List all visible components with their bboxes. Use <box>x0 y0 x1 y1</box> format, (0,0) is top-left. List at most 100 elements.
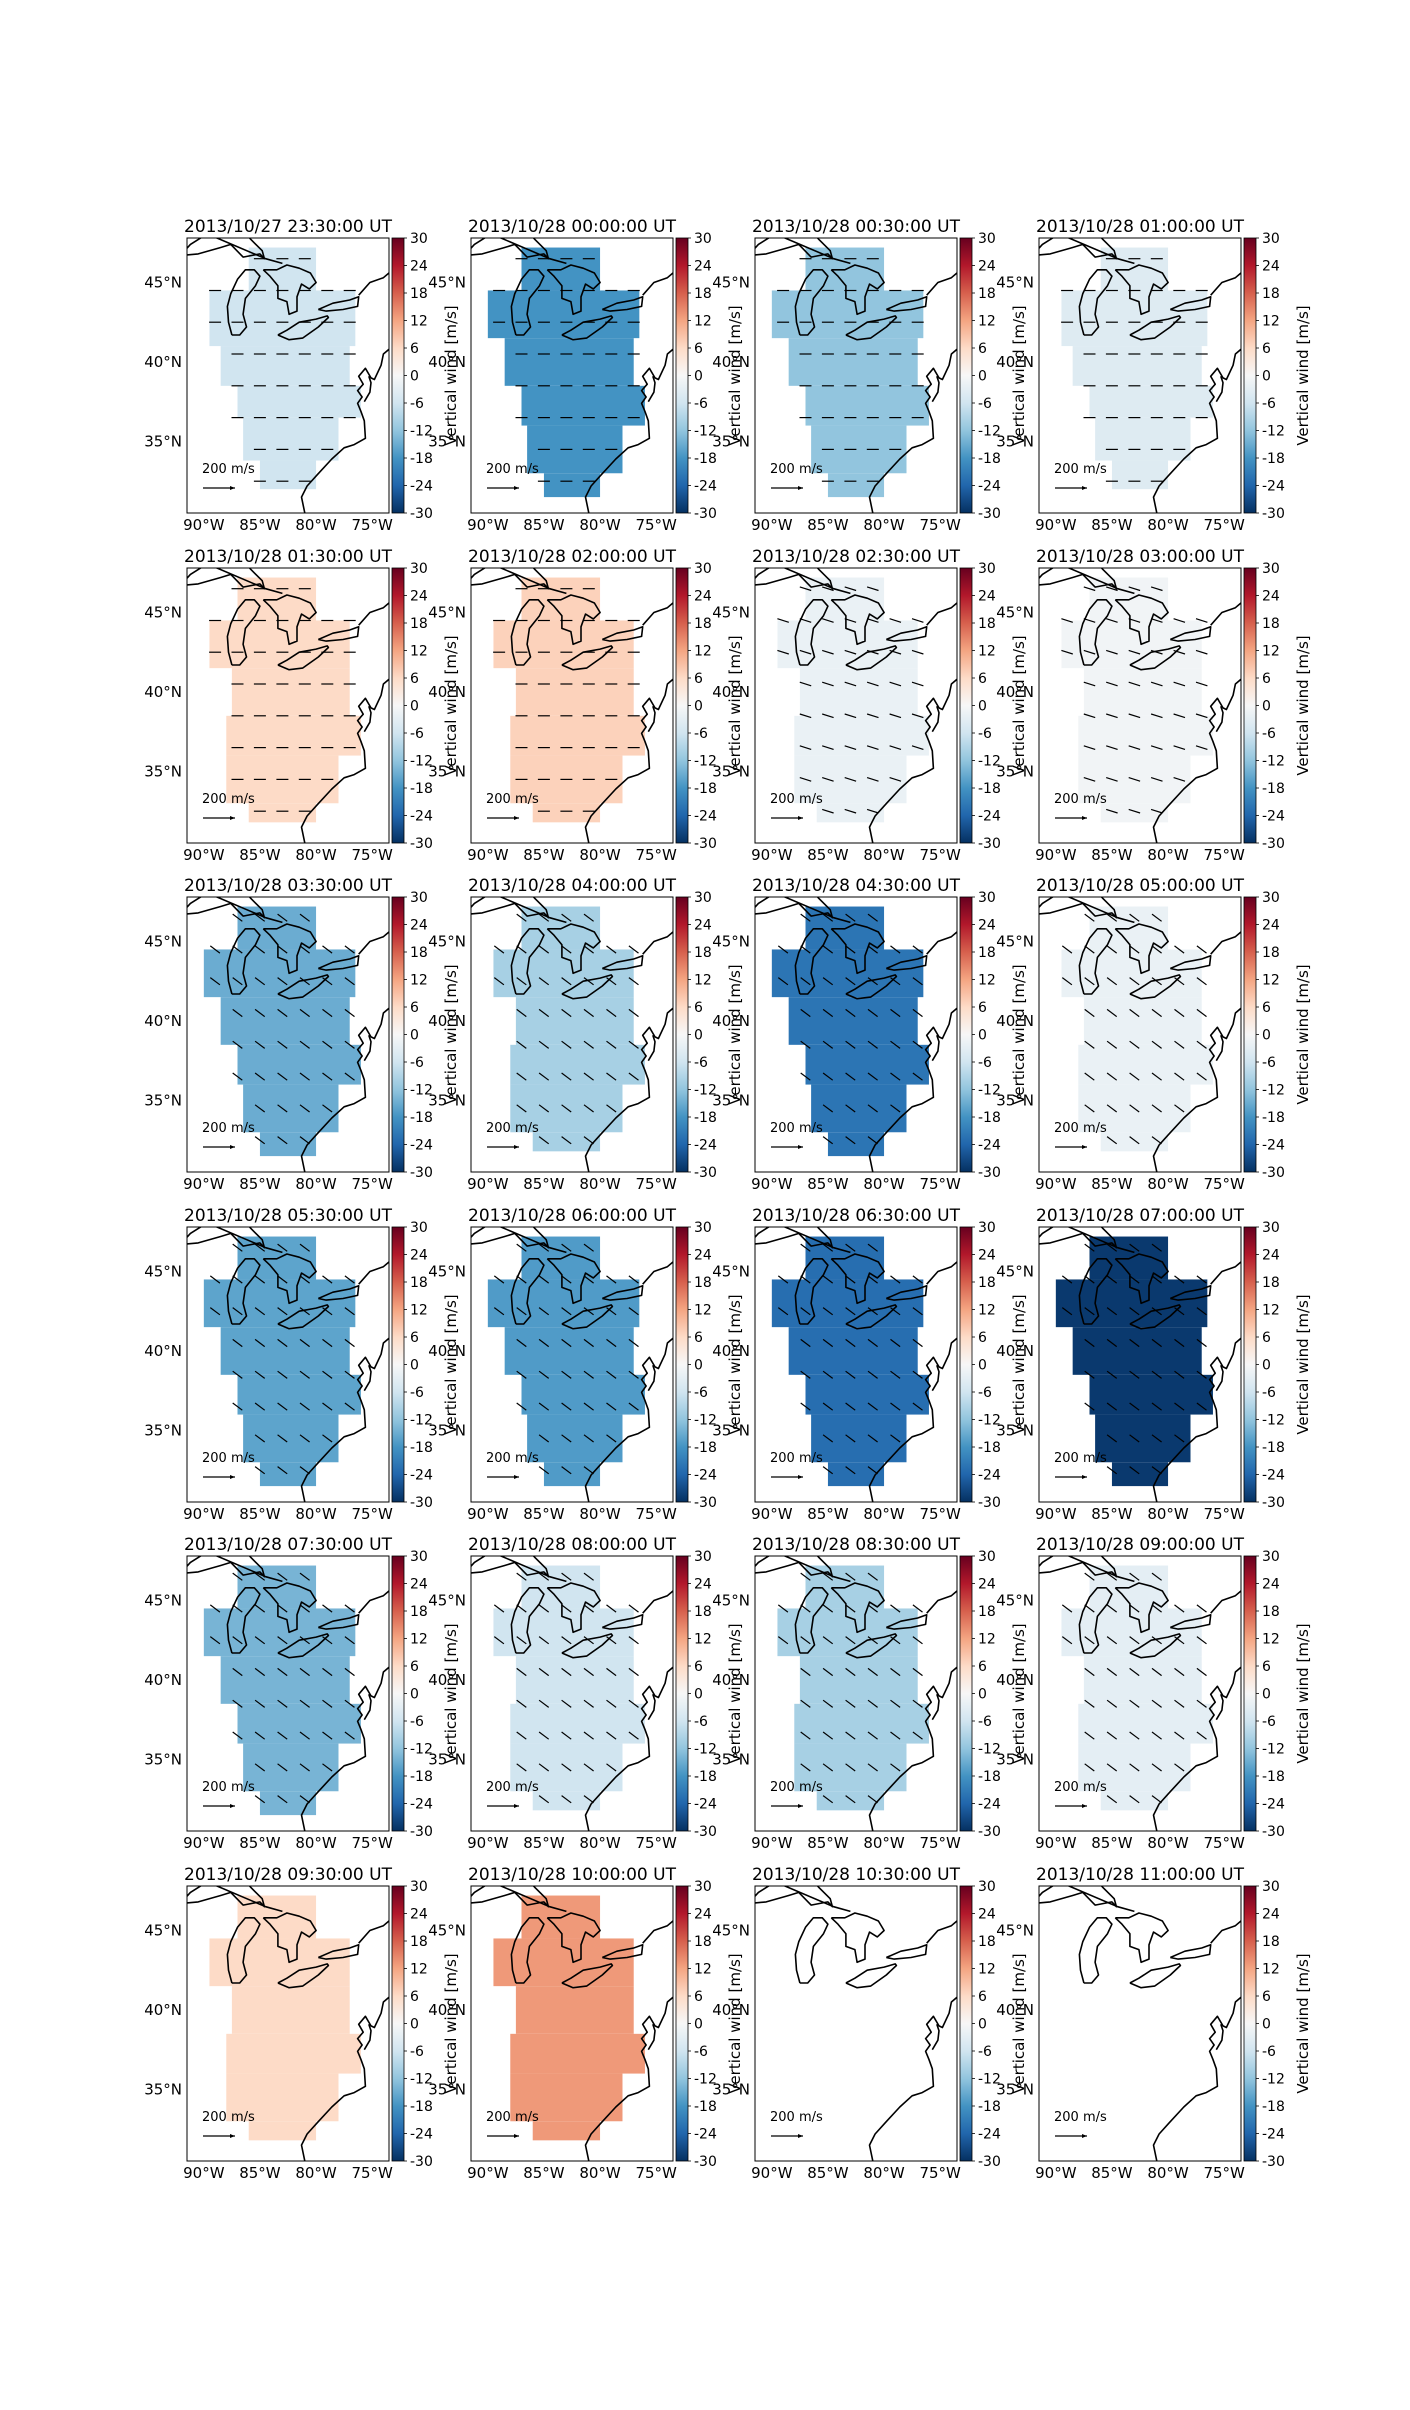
wind-arrow <box>912 1402 923 1411</box>
wind-arrow <box>1106 1667 1118 1677</box>
map-frame <box>470 237 674 514</box>
wind-arrow <box>322 945 333 954</box>
wind-arrow <box>583 1072 594 1081</box>
heatmap-cell <box>203 949 356 998</box>
wind-arrow <box>277 1307 288 1316</box>
map-content <box>1039 1227 1241 1502</box>
wind-arrow <box>254 1338 266 1348</box>
coastline <box>926 601 957 626</box>
longitude-tick-label: 80°W <box>579 2164 621 2182</box>
colorbar-tick-label: 24 <box>978 918 996 934</box>
longitude-tick-label: 85°W <box>239 516 281 534</box>
latitude-tick-label: 40°N <box>712 353 750 371</box>
wind-arrow <box>844 586 857 592</box>
colorbar-tick-label: 18 <box>978 945 996 961</box>
colorbar-tick-label: 0 <box>1262 2017 1271 2033</box>
wind-arrow <box>344 1040 355 1049</box>
heatmap-cell <box>243 417 339 461</box>
wind-arrow <box>912 977 923 986</box>
wind-arrow <box>912 1275 923 1284</box>
longitude-tick-label: 80°W <box>1147 1834 1189 1852</box>
map-content <box>1039 1886 1241 2161</box>
coastline <box>782 238 851 265</box>
coastline <box>363 1694 372 1721</box>
wind-arrow <box>1084 1699 1095 1708</box>
coastline <box>226 269 261 336</box>
wind-arrow <box>277 1636 288 1645</box>
longitude-tick-label: 90°W <box>467 1505 509 1523</box>
wind-arrow <box>844 618 857 623</box>
heatmap-cell <box>543 473 601 498</box>
panel-title: 2013/10/28 07:00:00 UT <box>1036 1206 1245 1226</box>
colorbar-tick-label: 18 <box>410 1275 428 1291</box>
heatmap-cell <box>510 2073 623 2122</box>
wind-arrow <box>867 1731 878 1740</box>
longitude-tick-label: 85°W <box>807 1834 849 1852</box>
wind-arrow <box>1174 1667 1185 1677</box>
wind-arrow <box>1084 1604 1095 1613</box>
heatmap-cell <box>220 1327 350 1375</box>
longitude-tick-label: 80°W <box>579 1175 621 1193</box>
wind-arrow <box>1196 945 1207 954</box>
wind-arrow <box>1061 945 1073 954</box>
wind-arrow <box>322 1731 333 1740</box>
wind-arrow <box>1173 649 1186 655</box>
wind-arrow <box>1174 1338 1185 1348</box>
quiver-key-label: 200 m/s <box>1054 2110 1107 2125</box>
colorbar-tick-label: -30 <box>978 1165 1001 1181</box>
wind-arrow <box>1106 1795 1118 1804</box>
map-frame <box>754 567 958 844</box>
colorbar-tick-label: -6 <box>410 396 424 412</box>
wind-arrow <box>845 1136 856 1145</box>
coastline <box>885 1944 928 1960</box>
latitude-tick-label: 45°N <box>144 604 182 622</box>
colorbar-tick-label: -24 <box>978 1797 1001 1813</box>
latitude-tick-label: 40°N <box>996 353 1034 371</box>
coastline <box>1215 1694 1224 1721</box>
wind-arrow <box>628 1699 639 1708</box>
colorbar-tick-label: -30 <box>978 1495 1001 1511</box>
longitude-tick-label: 85°W <box>239 1175 281 1193</box>
wind-arrow <box>866 586 879 592</box>
wind-arrow <box>1084 1667 1095 1677</box>
longitude-tick-label: 85°W <box>523 1505 565 1523</box>
wind-arrow <box>1106 586 1118 592</box>
wind-arrow <box>1106 1636 1118 1645</box>
wind-arrow <box>538 1667 550 1677</box>
coastline <box>647 1035 656 1062</box>
wind-arrow <box>867 1040 878 1049</box>
coastline <box>546 1253 601 1305</box>
coastline <box>277 1963 330 1989</box>
coastline <box>363 376 372 403</box>
wind-arrow <box>1150 808 1163 814</box>
wind-arrow <box>822 1243 834 1252</box>
wind-arrow <box>1106 1040 1118 1049</box>
wind-arrow <box>800 1338 811 1348</box>
longitude-tick-label: 90°W <box>751 2164 793 2182</box>
wind-arrow <box>845 1275 856 1284</box>
colorbar-tick-label: -12 <box>410 424 433 440</box>
wind-arrow <box>516 1731 527 1740</box>
heatmap-cell <box>487 1279 640 1328</box>
latitude-tick-label: 35°N <box>996 1750 1034 1768</box>
wind-arrow <box>1173 745 1186 750</box>
wind-arrow <box>254 945 266 954</box>
heatmap-cell <box>226 2033 361 2074</box>
coastline <box>1169 296 1212 312</box>
wind-arrow <box>1174 1604 1185 1613</box>
colorbar-tick-label: 0 <box>978 1028 987 1044</box>
coastline <box>1066 1886 1135 1913</box>
wind-arrow <box>1106 649 1118 655</box>
wind-arrow <box>1106 1072 1118 1081</box>
coastline <box>1039 1556 1118 1578</box>
wind-arrow <box>911 713 924 719</box>
wind-arrow <box>254 913 266 922</box>
wind-arrow <box>232 1604 243 1613</box>
wind-arrow <box>277 1731 288 1740</box>
wind-arrow <box>561 913 572 922</box>
wind-arrow <box>232 1699 243 1708</box>
colorbar-label: Vertical wind [m/s] <box>1294 1953 1312 2093</box>
wind-arrow <box>1129 1699 1140 1708</box>
